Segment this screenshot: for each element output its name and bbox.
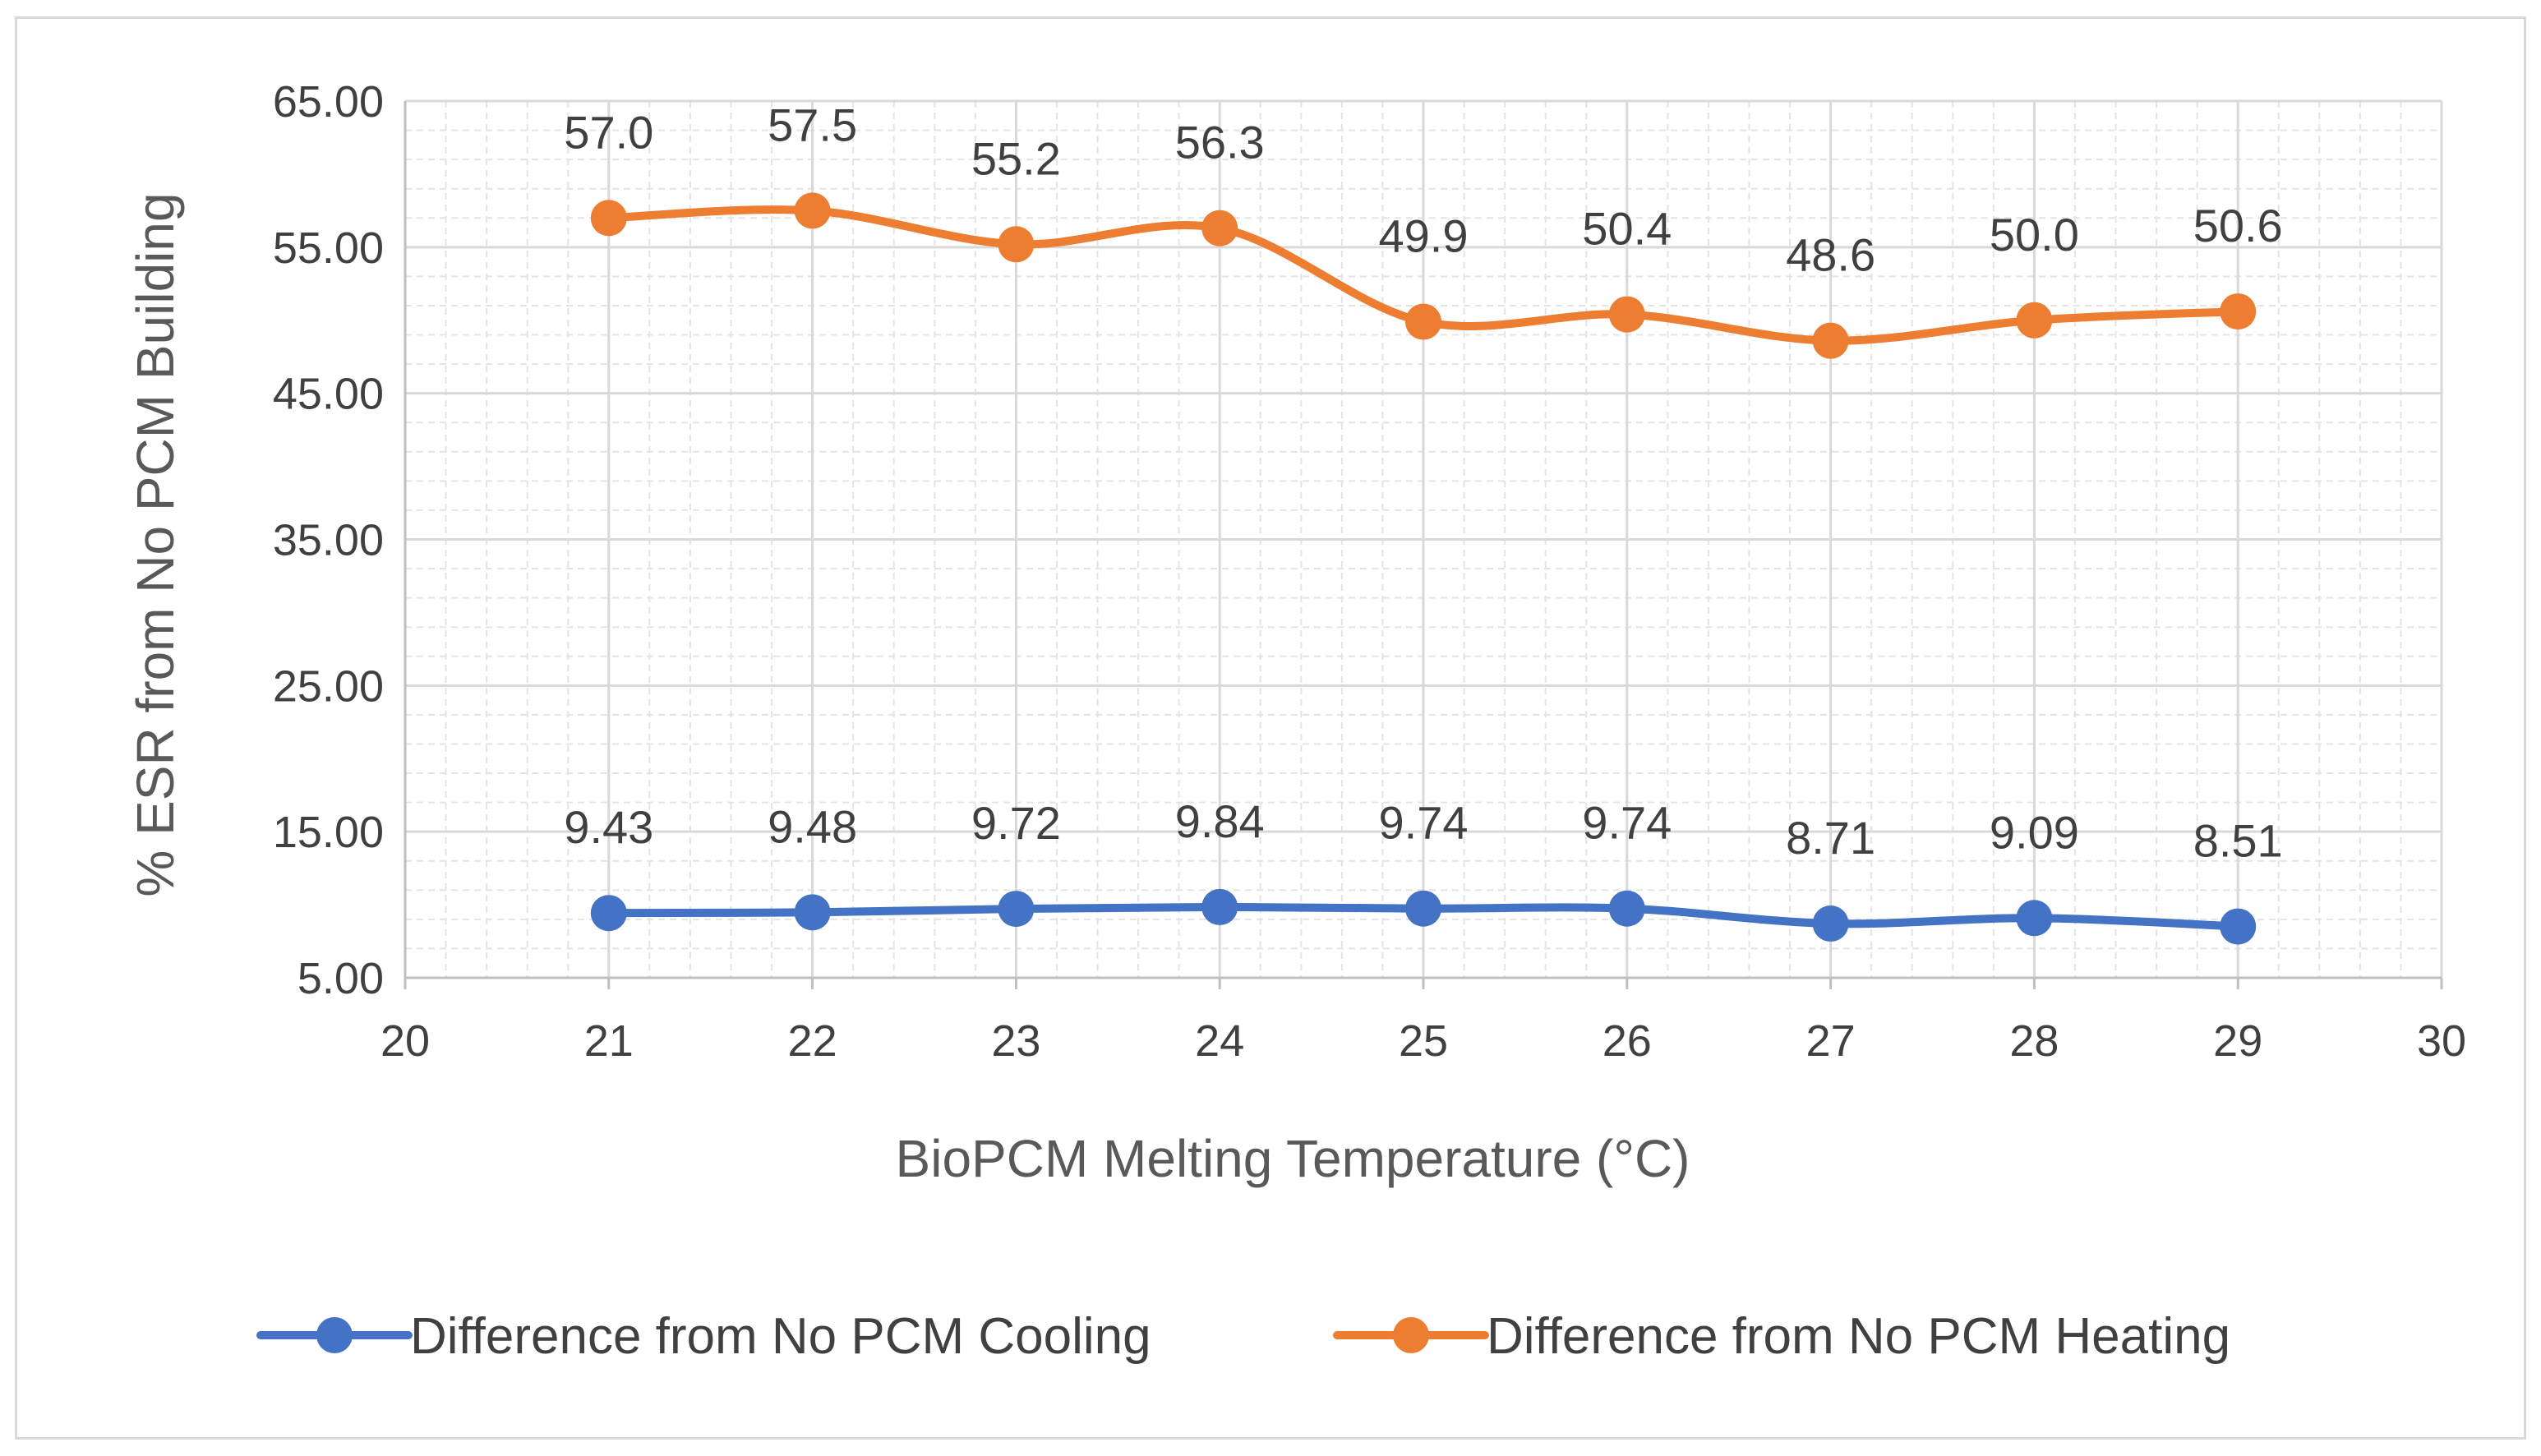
gridlines [405, 99, 2443, 978]
data-label-heating: 55.2 [971, 132, 1061, 184]
data-point-heating [1405, 303, 1441, 340]
legend-label-cooling: Difference from No PCM Cooling [410, 1308, 1151, 1365]
data-point-cooling [2016, 900, 2053, 937]
data-label-heating: 50.4 [1582, 203, 1672, 255]
legend-item-heating[interactable]: Difference from No PCM Heating [1333, 1308, 2230, 1365]
legend-marker-heating [1393, 1317, 1429, 1353]
x-tick-label: 23 [991, 1016, 1040, 1066]
data-label-cooling: 9.84 [1175, 795, 1265, 847]
data-label-heating: 50.6 [2193, 200, 2283, 251]
data-label-heating: 57.0 [564, 106, 653, 158]
legend: Difference from No PCM Cooling Differenc… [256, 1308, 2230, 1365]
data-label-cooling: 9.09 [1990, 806, 2079, 858]
data-labels: 9.43 9.48 9.72 9.84 9.74 9.74 8.71 9.09 8.51 57.0… [564, 99, 2282, 866]
data-label-heating: 49.9 [1379, 210, 1469, 262]
data-point-heating [1812, 322, 1849, 359]
data-point-cooling [1405, 890, 1441, 927]
x-tick-label: 20 [380, 1016, 430, 1066]
data-label-cooling: 8.51 [2193, 815, 2283, 867]
data-label-heating: 57.5 [768, 99, 857, 150]
legend-item-cooling[interactable]: Difference from No PCM Cooling [256, 1308, 1151, 1365]
chart-frame: 20 21 22 23 24 25 26 27 28 29 30 5.00 15.00 25.00 35.0… [15, 16, 2526, 1440]
x-tick-label: 28 [2009, 1016, 2059, 1066]
data-label-cooling: 9.48 [768, 800, 857, 852]
x-tick-label: 24 [1195, 1016, 1244, 1066]
data-point-cooling [2220, 908, 2257, 945]
data-point-heating [2016, 302, 2053, 339]
data-label-heating: 50.0 [1990, 209, 2079, 260]
y-axis-title: % ESR from No PCM Building [126, 192, 185, 896]
data-label-cooling: 9.72 [971, 797, 1061, 849]
data-label-heating: 48.6 [1786, 229, 1875, 281]
data-point-heating [1201, 210, 1238, 247]
x-tick-label: 29 [2213, 1016, 2262, 1066]
x-tick-label: 30 [2417, 1016, 2466, 1066]
data-point-cooling [590, 895, 627, 932]
data-point-heating [1608, 296, 1645, 333]
y-tick-label: 45.00 [273, 370, 384, 419]
data-point-cooling [1608, 890, 1645, 927]
data-label-heating: 56.3 [1175, 117, 1265, 168]
data-point-heating [2220, 293, 2257, 330]
legend-marker-cooling [316, 1317, 353, 1353]
x-tick-label: 22 [788, 1016, 837, 1066]
data-point-cooling [794, 894, 831, 931]
axes: 20 21 22 23 24 25 26 27 28 29 30 5.00 15.00 25.00 35.0… [273, 77, 2466, 1066]
y-tick-label: 35.00 [273, 516, 384, 565]
data-label-cooling: 8.71 [1786, 812, 1875, 864]
x-axis-title: BioPCM Melting Temperature (°C) [896, 1129, 1690, 1188]
y-tick-label: 55.00 [273, 223, 384, 273]
x-tick-label: 21 [584, 1016, 634, 1066]
data-point-cooling [1812, 905, 1849, 942]
y-tick-label: 15.00 [273, 808, 384, 857]
line-chart: 20 21 22 23 24 25 26 27 28 29 30 5.00 15.00 25.00 35.0… [126, 77, 2466, 1365]
y-tick-label: 5.00 [297, 954, 384, 1003]
data-label-cooling: 9.74 [1582, 797, 1672, 849]
data-point-heating [590, 200, 627, 237]
data-point-cooling [998, 891, 1035, 928]
data-point-heating [998, 226, 1035, 263]
y-tick-label: 65.00 [273, 77, 384, 127]
data-label-cooling: 9.43 [564, 801, 653, 853]
data-label-cooling: 9.74 [1379, 797, 1469, 849]
data-point-cooling [1201, 888, 1238, 925]
x-tick-label: 26 [1603, 1016, 1652, 1066]
series [590, 192, 2257, 945]
y-tick-label: 25.00 [273, 661, 384, 711]
x-tick-label: 25 [1399, 1016, 1448, 1066]
x-tick-label: 27 [1806, 1016, 1856, 1066]
data-point-heating [794, 192, 831, 229]
legend-label-heating: Difference from No PCM Heating [1487, 1308, 2230, 1365]
